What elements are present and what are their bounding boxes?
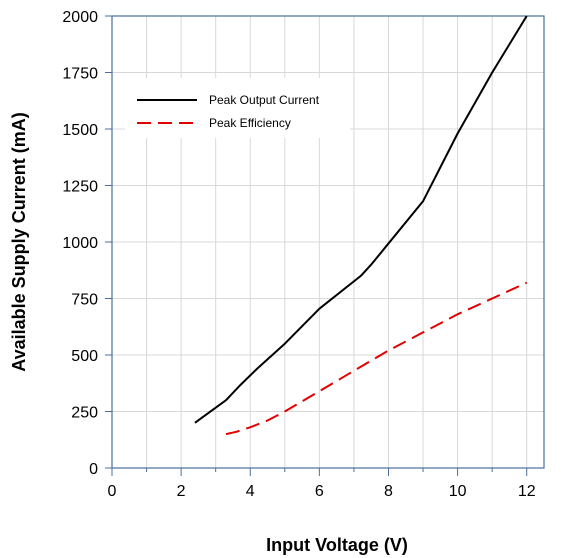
y-tick-label: 2000 bbox=[62, 9, 98, 26]
y-tick-label: 1000 bbox=[62, 235, 98, 252]
y-tick-label: 1500 bbox=[62, 122, 98, 139]
x-tick-label: 8 bbox=[384, 483, 393, 500]
x-tick-label: 2 bbox=[177, 483, 186, 500]
legend-background bbox=[125, 78, 350, 138]
x-tick-label: 0 bbox=[108, 483, 117, 500]
series-line-peak-output-current bbox=[194, 15, 528, 424]
axis-ticks: 0 2 4 6 8 10 12 0 250 500 750 1000 1250 1500 1750 2000 bbox=[62, 9, 535, 500]
y-tick-label: 250 bbox=[71, 405, 98, 422]
y-axis-title: Available Supply Current (mA) bbox=[9, 112, 29, 371]
legend-label-peak-efficiency: Peak Efficiency bbox=[209, 116, 291, 130]
y-tick-label: 1250 bbox=[62, 179, 98, 196]
series-layer bbox=[194, 15, 528, 436]
y-tick-label: 500 bbox=[71, 348, 98, 365]
x-tick-label: 4 bbox=[246, 483, 255, 500]
x-tick-label: 12 bbox=[518, 483, 536, 500]
legend: Peak Output Current Peak Efficiency bbox=[125, 78, 350, 138]
legend-label-peak-output-current: Peak Output Current bbox=[209, 93, 320, 107]
x-tick-label: 6 bbox=[315, 483, 324, 500]
y-tick-label: 0 bbox=[89, 461, 98, 478]
y-tick-label: 1750 bbox=[62, 66, 98, 83]
x-tick-label: 10 bbox=[449, 483, 467, 500]
series-line-peak-efficiency bbox=[225, 281, 528, 436]
y-tick-label: 750 bbox=[71, 292, 98, 309]
x-axis-title: Input Voltage (V) bbox=[266, 535, 408, 555]
